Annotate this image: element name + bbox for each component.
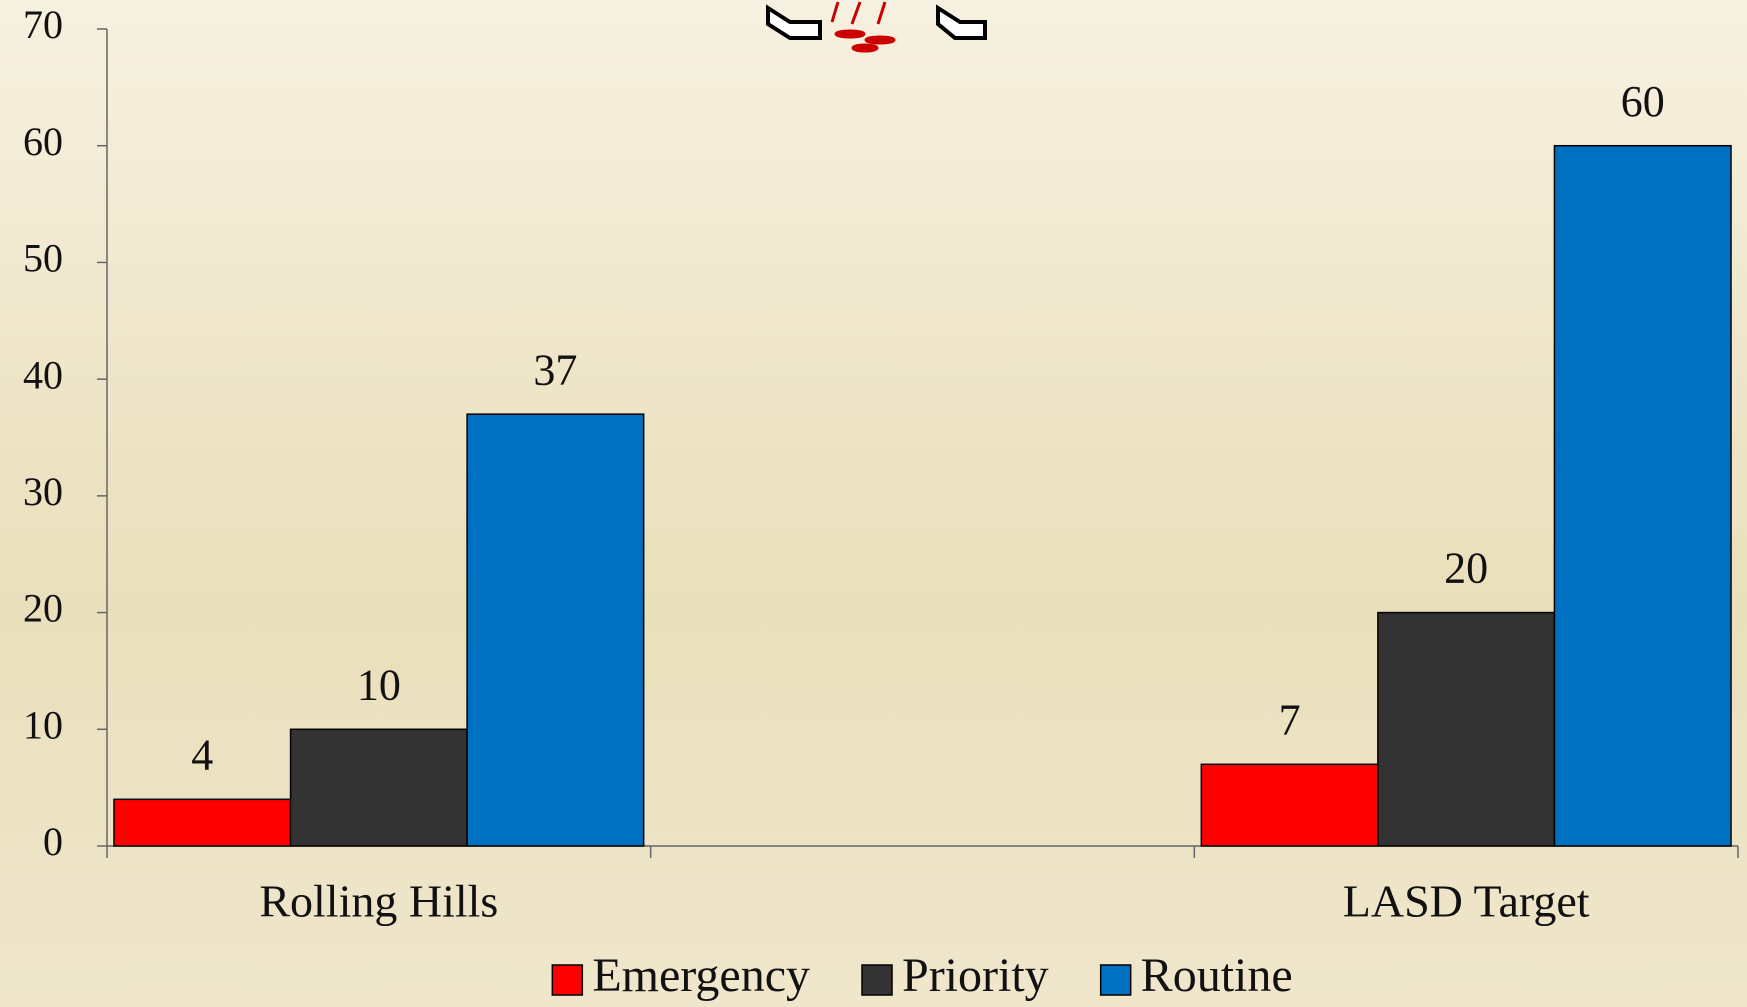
- bar: [114, 799, 291, 846]
- data-label: 60: [1621, 77, 1665, 126]
- data-label: 37: [533, 345, 577, 394]
- y-tick-label: 20: [23, 586, 63, 631]
- bar: [1554, 146, 1731, 846]
- data-label: 4: [191, 730, 213, 779]
- y-tick-label: 60: [23, 119, 63, 164]
- y-tick-label: 50: [23, 236, 63, 281]
- bar: [1201, 764, 1378, 846]
- legend-swatch: [552, 965, 582, 995]
- data-label: 20: [1444, 544, 1488, 593]
- x-tick-label: Rolling Hills: [259, 876, 498, 927]
- bar: [291, 729, 468, 846]
- x-tick-label: LASD Target: [1343, 876, 1590, 927]
- y-tick-label: 40: [23, 352, 63, 397]
- bar: [1378, 613, 1555, 846]
- data-label: 10: [357, 660, 401, 709]
- y-tick-label: 10: [23, 702, 63, 747]
- data-label: 7: [1279, 695, 1301, 744]
- legend-label: Priority: [902, 949, 1049, 1002]
- y-tick-label: 70: [23, 2, 63, 47]
- legend-label: Routine: [1141, 949, 1293, 1002]
- y-tick-label: 0: [43, 819, 63, 864]
- legend-swatch: [862, 965, 892, 995]
- background: [0, 0, 1747, 1007]
- chart: 0 10 20 30 40 50 60 70 Rolling Hills 4 10 37 LASD Ta…: [0, 0, 1747, 1007]
- legend-label: Emergency: [592, 949, 810, 1002]
- y-tick-label: 30: [23, 469, 63, 514]
- bar: [467, 414, 644, 846]
- legend-swatch: [1101, 965, 1131, 995]
